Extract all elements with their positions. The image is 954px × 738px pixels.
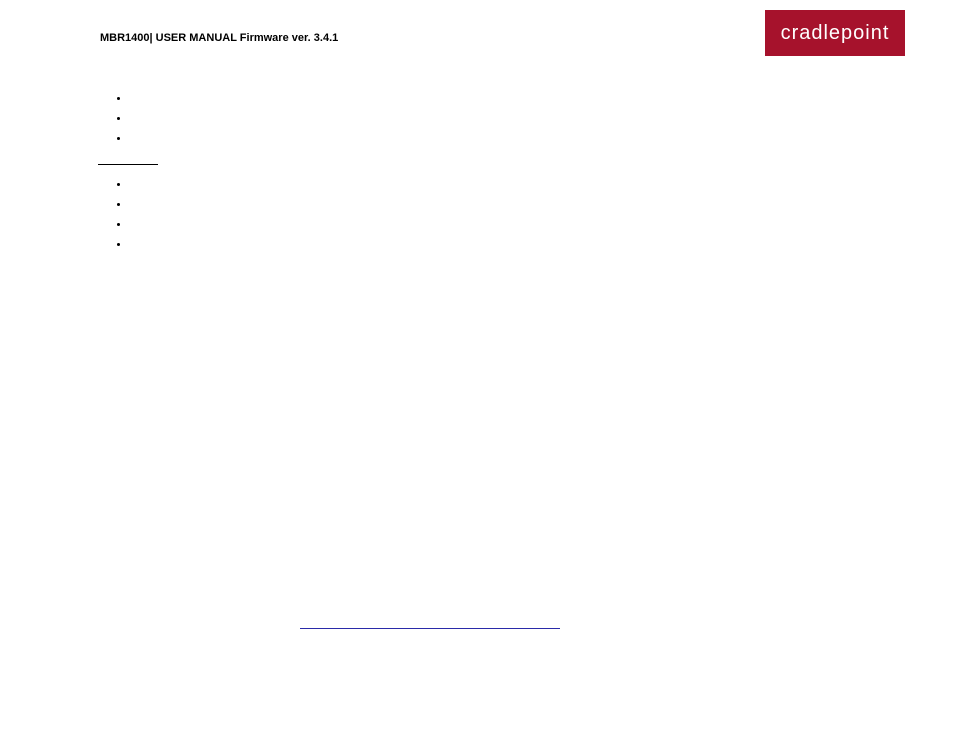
section-heading bbox=[98, 162, 158, 165]
document-body bbox=[100, 90, 860, 264]
list-item bbox=[130, 196, 860, 214]
bullet-list-2 bbox=[100, 176, 860, 254]
list-item bbox=[130, 130, 860, 148]
hyperlink-underline[interactable] bbox=[300, 628, 560, 629]
page-header-title: MBR1400| USER MANUAL Firmware ver. 3.4.1 bbox=[100, 32, 338, 44]
list-item bbox=[130, 216, 860, 234]
list-item bbox=[130, 110, 860, 128]
brand-logo: cradlepoint bbox=[765, 10, 905, 56]
list-item bbox=[130, 236, 860, 254]
bullet-list-1 bbox=[100, 90, 860, 148]
list-item bbox=[130, 176, 860, 194]
brand-logo-text: cradlepoint bbox=[781, 22, 890, 45]
list-item bbox=[130, 90, 860, 108]
